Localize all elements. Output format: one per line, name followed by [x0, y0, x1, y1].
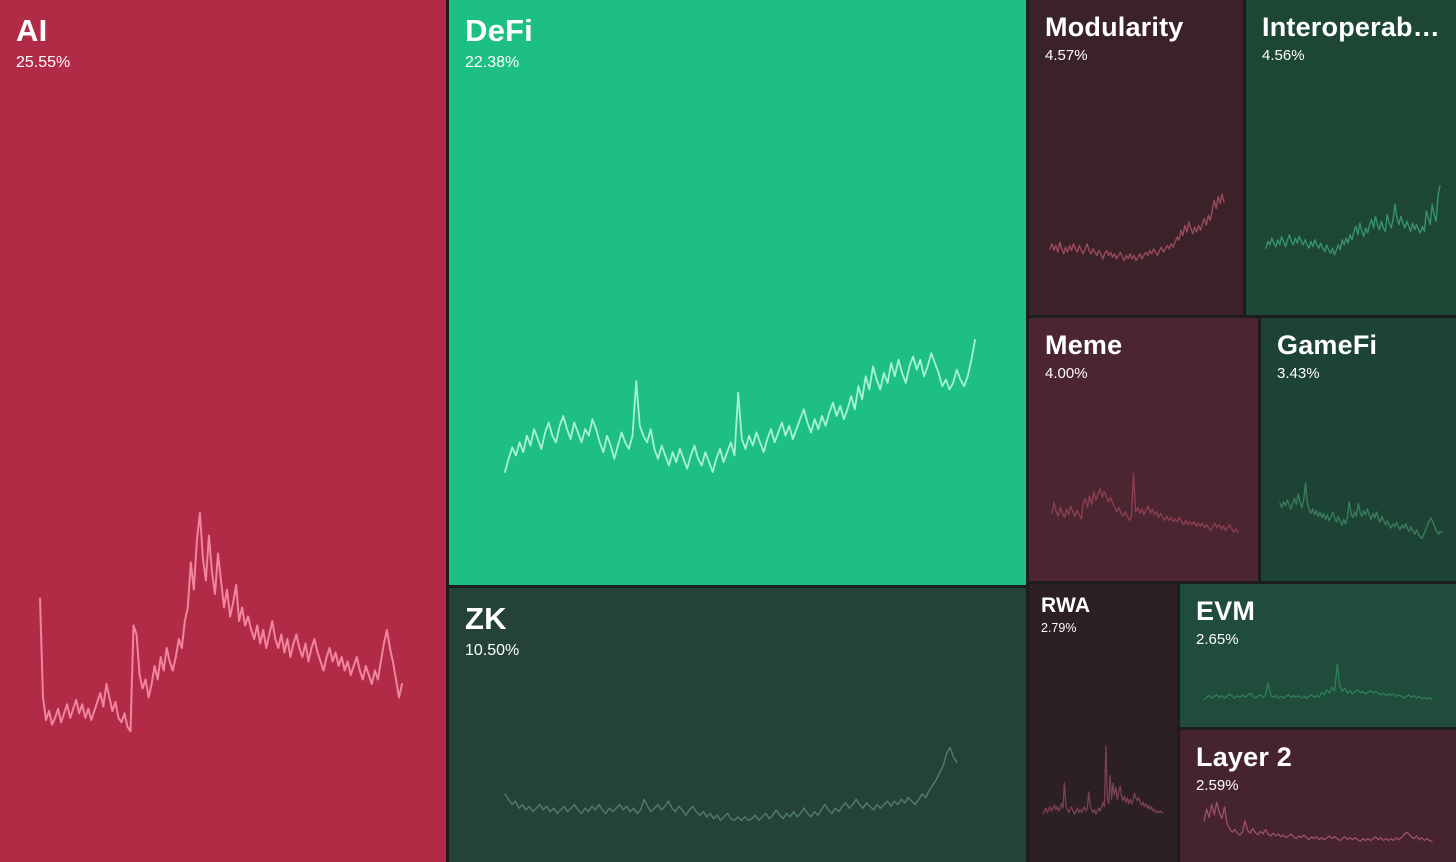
tile-ai-title: AI — [16, 13, 48, 48]
tile-meme-sparkline — [1051, 472, 1239, 533]
tile-zk-sparkline — [504, 746, 958, 822]
tile-ai-percent: 25.55% — [16, 53, 71, 71]
tile-defi-title: DeFi — [465, 13, 533, 48]
tile-zk-percent: 10.50% — [465, 641, 520, 659]
treemap-tile-rwa[interactable]: RWA 2.79% — [1029, 584, 1177, 862]
tile-defi-percent: 22.38% — [465, 53, 520, 71]
tile-gamefi-title: GameFi — [1277, 330, 1378, 360]
treemap-tile-defi[interactable]: DeFi 22.38% — [449, 0, 1026, 585]
tile-layer2-sparkline — [1203, 801, 1433, 843]
treemap-tile-evm[interactable]: EVM 2.65% — [1180, 584, 1456, 727]
tile-modularity-sparkline — [1049, 193, 1225, 262]
tile-meme-title: Meme — [1045, 330, 1123, 360]
tile-defi-sparkline — [504, 339, 976, 473]
treemap-tile-zk[interactable]: ZK 10.50% — [449, 588, 1026, 862]
tile-gamefi-percent: 3.43% — [1277, 365, 1320, 383]
tile-rwa-title: RWA — [1041, 594, 1091, 617]
tile-evm-title: EVM — [1196, 596, 1256, 626]
tile-modularity-percent: 4.57% — [1045, 47, 1088, 65]
treemap-tile-ai[interactable]: AI 25.55% — [0, 0, 446, 862]
tile-layer2-title: Layer 2 — [1196, 742, 1292, 772]
treemap-tile-modularity[interactable]: Modularity 4.57% — [1029, 0, 1243, 315]
tile-evm-sparkline — [1203, 663, 1433, 701]
treemap-tile-gamefi[interactable]: GameFi 3.43% — [1261, 318, 1456, 581]
tile-rwa-sparkline — [1042, 745, 1164, 815]
tile-evm-percent: 2.65% — [1196, 631, 1239, 649]
tile-interoperability-sparkline — [1265, 185, 1441, 256]
tile-rwa-percent: 2.79% — [1041, 621, 1077, 636]
tile-gamefi-sparkline — [1279, 482, 1443, 540]
tile-modularity-title: Modularity — [1045, 12, 1184, 42]
tile-layer2-percent: 2.59% — [1196, 777, 1239, 795]
treemap-tile-meme[interactable]: Meme 4.00% — [1029, 318, 1258, 581]
treemap-tile-interoperability[interactable]: Interoperability 4.56% — [1246, 0, 1456, 315]
treemap-tile-layer2[interactable]: Layer 2 2.59% — [1180, 730, 1456, 862]
tile-meme-percent: 4.00% — [1045, 365, 1088, 383]
tile-zk-title: ZK — [465, 601, 507, 636]
tile-interoperability-percent: 4.56% — [1262, 47, 1305, 65]
tile-interoperability-title: Interoperability — [1262, 12, 1440, 42]
tile-ai-sparkline — [39, 512, 403, 733]
